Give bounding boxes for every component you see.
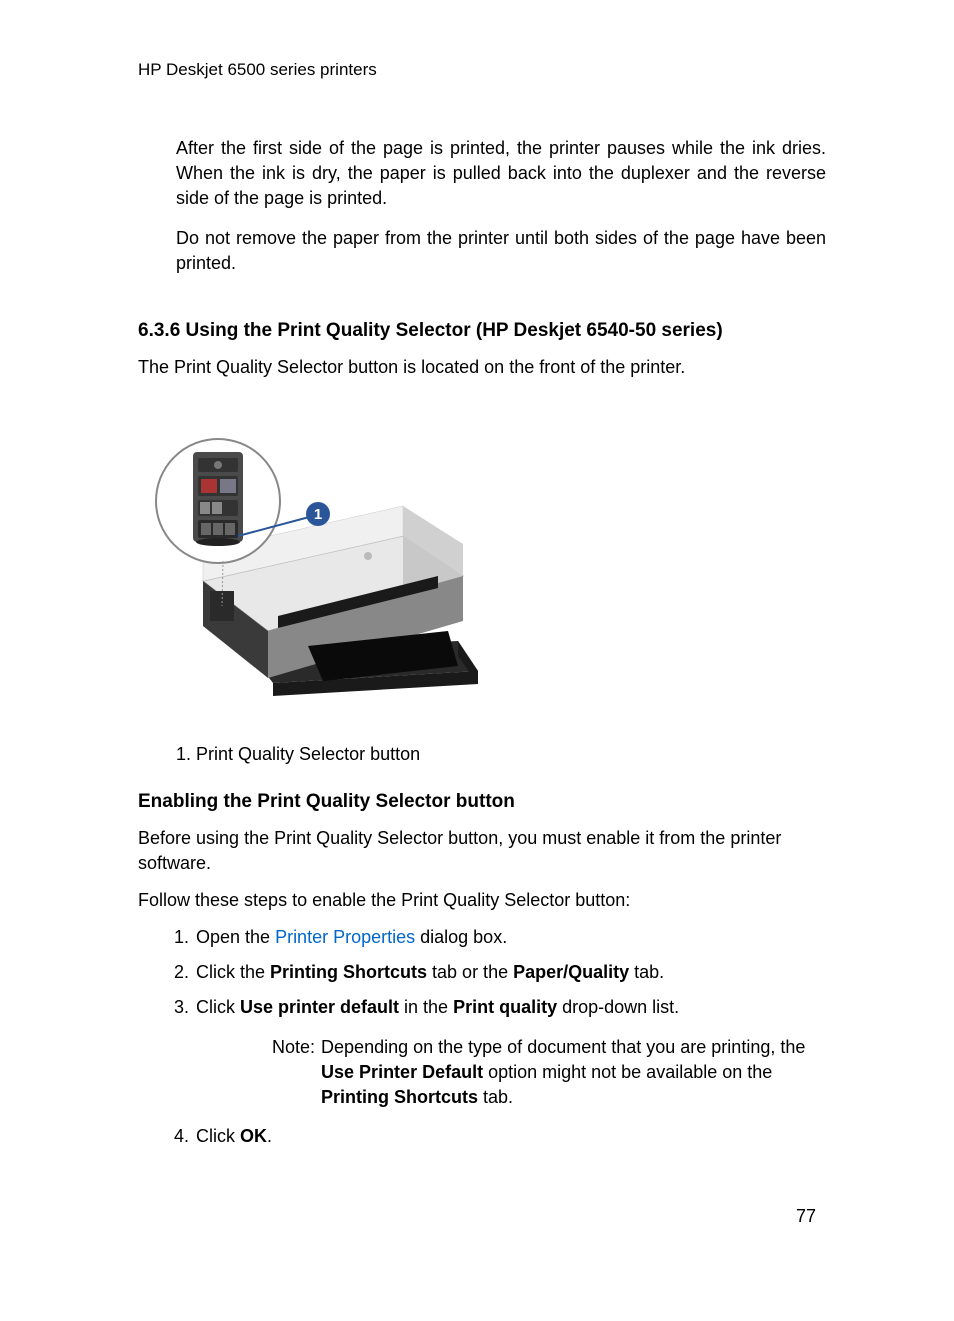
- enable-steps-list: Open the Printer Properties dialog box. …: [174, 925, 826, 1149]
- printer-illustration: 1: [138, 416, 498, 696]
- page-header-title: HP Deskjet 6500 series printers: [138, 58, 377, 82]
- step-4-b1: OK: [240, 1126, 267, 1146]
- step-1-pre: Open the: [196, 927, 275, 947]
- printer-figure: 1: [138, 416, 826, 706]
- figure-caption: 1. Print Quality Selector button: [176, 742, 826, 767]
- printer-properties-link[interactable]: Printer Properties: [275, 927, 415, 947]
- enable-para-1: Before using the Print Quality Selector …: [138, 826, 826, 876]
- page-content: After the first side of the page is prin…: [138, 136, 826, 1149]
- enable-subheading: Enabling the Print Quality Selector butt…: [138, 789, 826, 816]
- section-heading-636: 6.3.6 Using the Print Quality Selector (…: [138, 318, 826, 345]
- step-2-b1: Printing Shortcuts: [270, 962, 427, 982]
- step-3-pre: Click: [196, 997, 240, 1017]
- callout-number: 1: [314, 506, 322, 523]
- step-2-b2: Paper/Quality: [513, 962, 629, 982]
- step-1-post: dialog box.: [415, 927, 507, 947]
- step-1: Open the Printer Properties dialog box.: [194, 925, 826, 950]
- step-4-post: .: [267, 1126, 272, 1146]
- step-2-mid: tab or the: [427, 962, 513, 982]
- step-3-mid: in the: [399, 997, 453, 1017]
- note-pre: Depending on the type of document that y…: [321, 1037, 805, 1057]
- note-body: Depending on the type of document that y…: [321, 1035, 826, 1111]
- section-636-intro: The Print Quality Selector button is loc…: [138, 355, 826, 380]
- step-4-pre: Click: [196, 1126, 240, 1146]
- note-b1: Use Printer Default: [321, 1062, 483, 1082]
- step-2: Click the Printing Shortcuts tab or the …: [194, 960, 826, 985]
- duplex-para-1: After the first side of the page is prin…: [176, 136, 826, 212]
- step-4: Click OK.: [194, 1124, 826, 1149]
- note-post: tab.: [478, 1087, 513, 1107]
- step-3-b1: Use printer default: [240, 997, 399, 1017]
- step-3: Click Use printer default in the Print q…: [194, 995, 826, 1110]
- note-label: Note:: [272, 1035, 315, 1060]
- note-block: Note: Depending on the type of document …: [272, 1035, 826, 1111]
- duplex-para-2: Do not remove the paper from the printer…: [176, 226, 826, 276]
- note-b2: Printing Shortcuts: [321, 1087, 478, 1107]
- step-3-post: drop-down list.: [557, 997, 679, 1017]
- enable-para-2: Follow these steps to enable the Print Q…: [138, 888, 826, 913]
- step-3-b2: Print quality: [453, 997, 557, 1017]
- step-2-pre: Click the: [196, 962, 270, 982]
- note-mid: option might not be available on the: [483, 1062, 772, 1082]
- step-2-post: tab.: [629, 962, 664, 982]
- page-number: 77: [796, 1204, 816, 1229]
